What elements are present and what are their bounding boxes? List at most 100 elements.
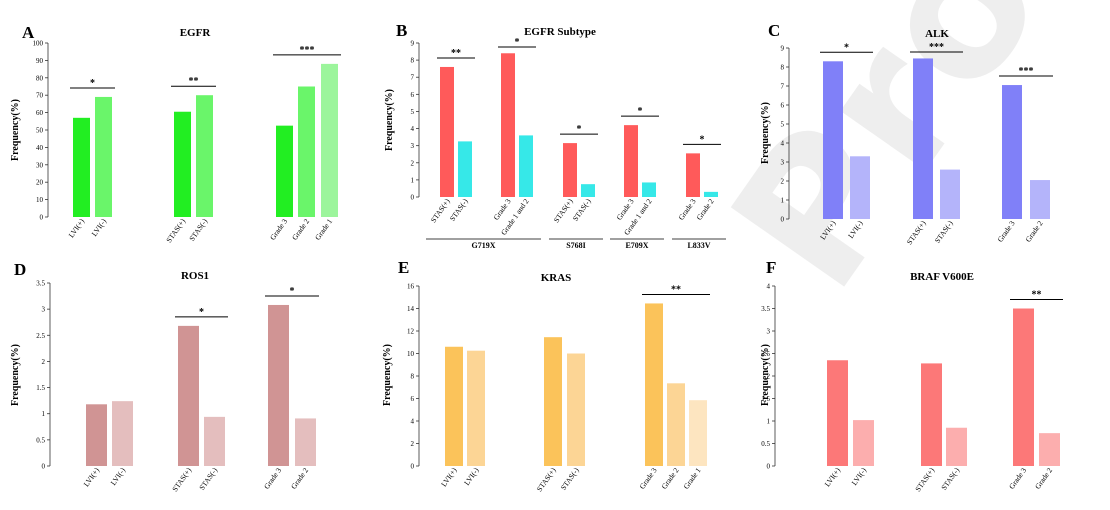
y-tick-label: 5: [411, 108, 415, 116]
y-tick-label: 3: [411, 142, 415, 150]
bar-grade-2: [704, 191, 718, 197]
bar-grade-3: [268, 304, 289, 466]
y-tick-label: 4: [781, 140, 785, 148]
bar-stas-: [458, 141, 472, 197]
bar-stas-: [913, 58, 933, 220]
significance-marker: *: [844, 42, 849, 53]
panel-letter-E: E: [398, 258, 409, 277]
y-tick-label: 8: [411, 57, 415, 65]
significance-marker: ***: [929, 42, 944, 53]
x-category-label: STAS(-): [197, 466, 219, 492]
y-tick-label: 1: [411, 176, 415, 184]
subgroup-label: L833V: [687, 241, 710, 250]
x-category-label: Grade 3: [262, 466, 283, 491]
subgroup-label: G719X: [472, 241, 496, 250]
significance-marker: ***: [1019, 66, 1034, 77]
x-category-label: LVI(+): [67, 217, 87, 240]
bar-stas-: [178, 325, 199, 466]
bar-stas-: [174, 111, 191, 217]
y-tick-label: 1.5: [36, 384, 45, 392]
bar-grade-1-and-2: [642, 182, 656, 197]
panel-letter-B: B: [396, 21, 407, 40]
x-category-label: LVI(+): [823, 466, 843, 489]
x-category-label: LVI(-): [109, 466, 128, 487]
y-tick-label: 2: [767, 373, 771, 381]
y-tick-label: 3: [767, 328, 771, 336]
x-category-label: Grade 3: [268, 217, 289, 242]
y-tick-label: 3: [42, 306, 46, 314]
significance-marker: *: [90, 78, 95, 89]
bar-lvi-: [827, 360, 848, 466]
bar-grade-3: [501, 53, 515, 198]
y-tick-label: 4: [411, 125, 415, 133]
bar-lvi-: [850, 156, 870, 219]
x-category-label: LVI(-): [90, 217, 109, 238]
y-tick-label: 4: [767, 283, 771, 291]
y-tick-label: 2: [411, 159, 415, 167]
bar-stas-: [204, 416, 225, 466]
significance-marker: *: [577, 124, 582, 135]
y-tick-label: 50: [36, 127, 44, 135]
y-tick-label: 14: [407, 305, 415, 313]
bar-grade-3: [624, 125, 638, 197]
bar-grade-3: [1013, 308, 1034, 466]
x-category-label: STAS(-): [933, 219, 955, 245]
y-tick-label: 90: [36, 57, 44, 65]
panel-letter-C: C: [768, 21, 780, 40]
chart-title: ROS1: [181, 270, 209, 282]
significance-marker: *: [700, 134, 705, 145]
y-tick-label: 1: [767, 418, 771, 426]
y-tick-label: 6: [411, 91, 415, 99]
chart-title: EGFR: [180, 27, 212, 39]
y-tick-label: 2.5: [36, 332, 45, 340]
y-axis-label: Frequency(%): [10, 344, 21, 406]
x-category-label: Grade 1: [313, 217, 334, 242]
x-category-label: Grade 2: [1033, 466, 1054, 491]
y-tick-label: 0: [40, 214, 44, 222]
y-tick-label: 20: [36, 179, 44, 187]
x-category-label: STAS(+): [535, 466, 558, 494]
x-category-label: STAS(+): [429, 197, 452, 225]
bar-stas-: [946, 427, 967, 466]
y-tick-label: 1: [781, 197, 785, 205]
bar-grade-1: [321, 63, 338, 217]
y-tick-label: 2: [781, 178, 785, 186]
significance-marker: **: [451, 48, 461, 59]
x-category-label: Grade 2: [695, 197, 716, 222]
y-tick-label: 5: [781, 121, 785, 129]
y-tick-label: 4: [411, 418, 415, 426]
bar-grade-2: [298, 86, 315, 217]
y-tick-label: 60: [36, 109, 44, 117]
y-tick-label: 100: [33, 40, 44, 48]
panel-letter-F: F: [766, 258, 776, 277]
significance-marker: *: [515, 37, 520, 48]
x-category-label: Grade 2: [289, 466, 310, 491]
x-category-label: Grade 3: [1007, 466, 1028, 491]
chart-title: BRAF V600E: [910, 271, 974, 283]
bar-lvi-: [73, 117, 90, 217]
x-category-label: STAS(+): [170, 466, 193, 494]
x-category-label: Grade 2: [660, 466, 681, 491]
y-tick-label: 40: [36, 144, 44, 152]
bar-grade-3: [276, 125, 293, 217]
y-tick-label: 0: [411, 194, 415, 202]
bar-grade-2: [295, 418, 316, 466]
y-tick-label: 1.5: [761, 395, 770, 403]
bar-grade-3: [686, 153, 700, 197]
x-category-label: STAS(-): [187, 217, 209, 243]
x-category-label: LVI(-): [850, 466, 869, 487]
bar-lvi-: [853, 420, 874, 466]
bar-lvi-: [112, 401, 133, 466]
y-tick-label: 0: [767, 463, 771, 471]
y-tick-label: 80: [36, 74, 44, 82]
significance-marker: *: [199, 307, 204, 318]
bar-grade-2: [1039, 433, 1060, 466]
y-tick-label: 7: [411, 74, 415, 82]
x-category-label: STAS(-): [939, 466, 961, 492]
bar-grade-1: [689, 400, 707, 466]
y-tick-label: 8: [781, 64, 785, 72]
y-tick-label: 10: [407, 350, 415, 358]
x-category-label: LVI(+): [439, 466, 459, 489]
x-category-label: STAS(+): [552, 197, 575, 225]
